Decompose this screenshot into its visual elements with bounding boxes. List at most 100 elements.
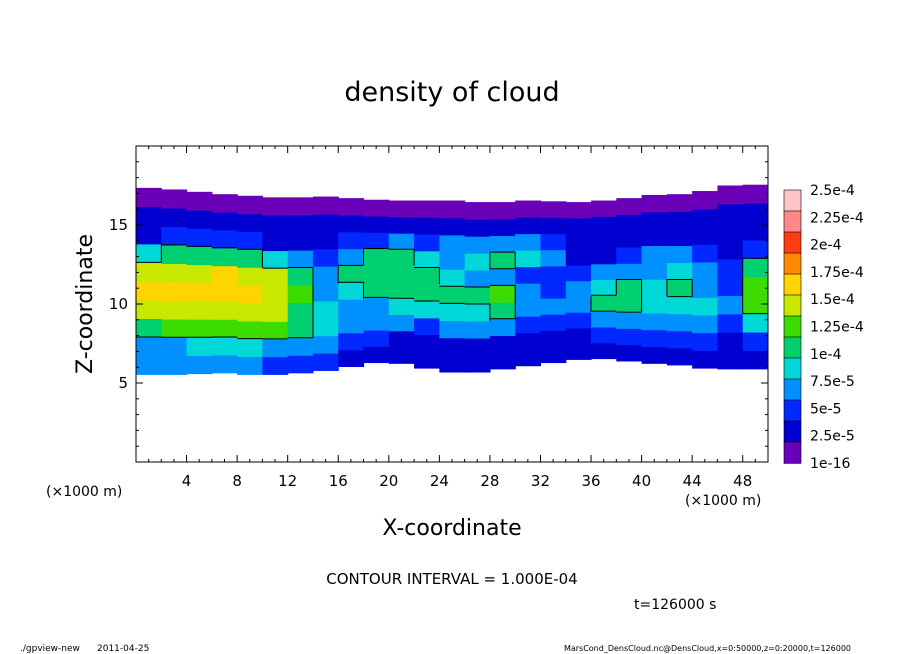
density-cell xyxy=(540,233,567,251)
density-cell xyxy=(489,335,516,353)
density-cell xyxy=(515,217,542,235)
density-cell xyxy=(666,347,693,366)
y-tick-label: 5 xyxy=(118,374,128,392)
density-cell xyxy=(742,184,768,204)
density-cell xyxy=(312,266,339,285)
density-cell xyxy=(439,354,466,373)
density-cell xyxy=(641,194,668,213)
density-cell xyxy=(464,354,491,373)
density-cell xyxy=(489,252,516,270)
density-cell xyxy=(237,338,263,358)
density-cell xyxy=(616,279,643,297)
density-cell xyxy=(237,320,263,340)
density-cell xyxy=(591,279,617,296)
density-cell xyxy=(717,240,744,260)
density-cell xyxy=(742,239,768,259)
density-cell xyxy=(388,265,415,283)
density-cell xyxy=(414,250,440,269)
density-cell xyxy=(641,262,668,280)
footer-date: 2011-04-25 xyxy=(97,644,149,654)
colorbar-segment xyxy=(783,378,802,401)
density-cell xyxy=(540,265,567,283)
x-axis-ticks: 4 8 12 16 20 24 28 32 36 40 44 48 xyxy=(148,146,756,490)
density-cell xyxy=(211,301,238,320)
density-cell xyxy=(666,279,693,298)
density-cell xyxy=(591,263,617,281)
density-cell xyxy=(641,245,668,263)
x-tick-label: 36 xyxy=(581,472,600,490)
colorbar-label: 2.5e-4 xyxy=(810,183,855,199)
density-cell xyxy=(616,263,643,281)
density-cell xyxy=(237,195,263,215)
density-cell xyxy=(338,248,365,267)
density-cell xyxy=(591,216,617,233)
density-cell xyxy=(692,191,719,210)
density-cell xyxy=(666,296,693,315)
density-cell xyxy=(388,281,415,299)
density-cell xyxy=(136,299,162,319)
density-cell xyxy=(136,337,162,357)
density-cell xyxy=(363,329,390,347)
colorbar-segment xyxy=(783,441,802,464)
density-cell xyxy=(742,203,768,223)
density-cell xyxy=(616,246,643,264)
density-cell xyxy=(565,312,592,329)
density-cell xyxy=(363,281,390,298)
density-cell xyxy=(186,209,213,229)
contour-lines xyxy=(136,243,768,340)
density-cell xyxy=(414,301,440,319)
density-cell xyxy=(742,331,768,351)
x-tick-label: 44 xyxy=(683,472,702,490)
density-cell xyxy=(262,321,289,340)
density-cell xyxy=(515,316,542,334)
colorbar-label: 1.25e-4 xyxy=(810,320,864,336)
density-cell xyxy=(186,228,213,247)
density-cell xyxy=(186,300,213,320)
colorbar-label: 2e-4 xyxy=(810,238,842,254)
density-cell xyxy=(591,232,617,249)
density-cell xyxy=(136,318,162,338)
density-cell xyxy=(237,302,263,322)
density-cell xyxy=(692,314,719,334)
density-cell xyxy=(591,295,617,312)
density-cell xyxy=(464,304,491,322)
density-cell xyxy=(742,276,768,296)
density-cell xyxy=(540,249,567,267)
density-cell xyxy=(616,312,643,329)
density-cell xyxy=(565,296,592,313)
density-cell xyxy=(692,297,719,316)
density-cell xyxy=(666,262,693,281)
density-cell xyxy=(489,218,516,237)
density-cell xyxy=(186,246,213,266)
density-cell xyxy=(136,225,162,245)
colorbar-segment xyxy=(783,189,802,212)
density-cell xyxy=(616,198,643,216)
colorbar-segment xyxy=(783,273,802,296)
density-cell xyxy=(312,248,339,267)
density-cell xyxy=(540,346,567,364)
colorbar-label: 7.5e-5 xyxy=(810,374,855,390)
colorbar-segment xyxy=(783,357,802,380)
density-cell xyxy=(186,191,213,211)
density-cell xyxy=(540,217,567,235)
density-cell xyxy=(717,222,744,242)
density-cell xyxy=(136,206,162,226)
density-cell xyxy=(464,320,491,339)
density-cell xyxy=(692,350,719,369)
contour-line xyxy=(136,243,768,340)
density-cell xyxy=(717,350,744,370)
density-cell xyxy=(515,349,542,367)
density-cell xyxy=(616,295,643,313)
density-cell xyxy=(211,354,238,374)
colorbar-segment xyxy=(783,315,802,338)
density-cell xyxy=(717,295,744,315)
density-cell xyxy=(742,221,768,241)
density-cell xyxy=(489,285,516,303)
colorbar-segment xyxy=(783,231,802,254)
density-cell xyxy=(489,202,516,220)
density-cell xyxy=(161,281,188,301)
density-cell xyxy=(489,268,516,287)
density-cell xyxy=(464,253,491,271)
colorbar-segment xyxy=(783,420,802,443)
density-cell xyxy=(388,249,415,267)
